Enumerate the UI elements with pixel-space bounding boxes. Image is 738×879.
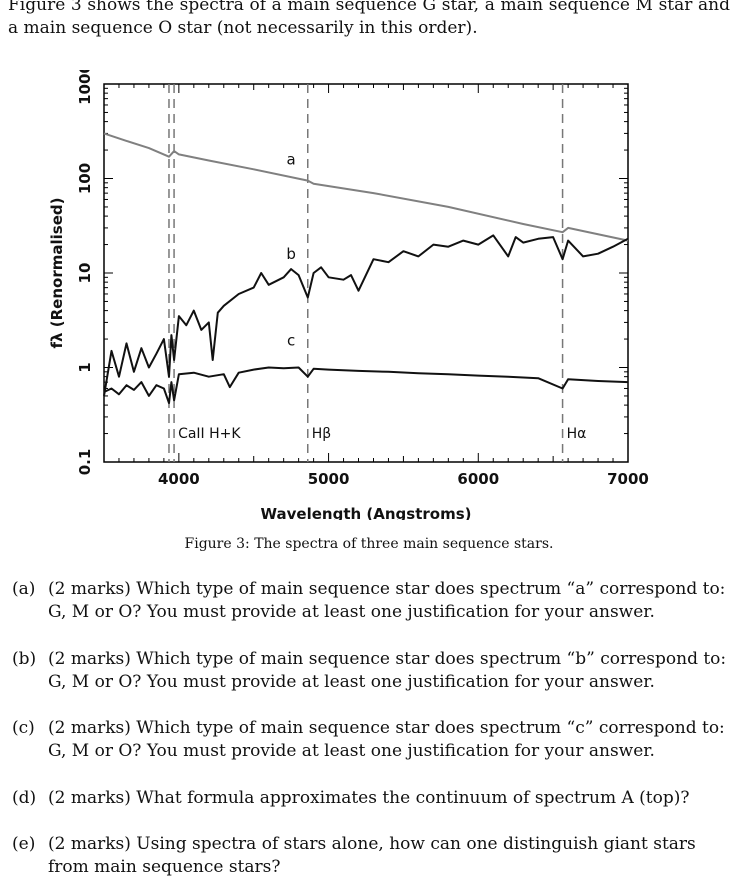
spectra-figure: 4000 5000 6000 7000 0.1 1 10 100 1000 Wavelength …	[48, 70, 649, 520]
question-b: (b) (2 marks) Which type of main sequenc…	[12, 648, 728, 694]
y-tick-label: 100	[76, 163, 94, 194]
question-c: (c) (2 marks) Which type of main sequenc…	[12, 717, 728, 763]
series-line-c	[103, 366, 629, 405]
question-b-label: (b)	[12, 649, 37, 669]
reference-line-label: Hα	[567, 426, 587, 442]
x-tick-label: 6000	[457, 470, 499, 488]
question-a: (a) (2 marks) Which type of main sequenc…	[12, 578, 728, 624]
series-label-c: c	[287, 332, 295, 350]
series-label-b: b	[286, 245, 296, 263]
y-axis-title: fλ (Renormalised)	[48, 198, 66, 349]
question-c-text: (2 marks) Which type of main sequence st…	[48, 718, 725, 761]
question-a-label: (a)	[12, 579, 36, 599]
series-label-a: a	[287, 151, 296, 169]
question-e-label: (e)	[12, 834, 36, 854]
question-e-text: (2 marks) Using spectra of stars alone, …	[48, 834, 696, 877]
question-d-text: (2 marks) What formula approximates the …	[48, 788, 690, 808]
question-d-label: (d)	[12, 788, 37, 808]
series-line-b	[103, 234, 629, 397]
y-tick-label: 10	[76, 263, 94, 284]
y-tick-label: 1	[76, 362, 94, 372]
question-e: (e) (2 marks) Using spectra of stars alo…	[12, 833, 728, 879]
x-tick-label: 4000	[158, 470, 200, 488]
x-axis-title: Wavelength (Angstroms)	[261, 505, 472, 520]
y-tick-label: 1000	[76, 70, 94, 105]
question-d: (d) (2 marks) What formula approximates …	[12, 787, 728, 810]
series-line-a	[103, 132, 629, 242]
x-tick-label: 5000	[308, 470, 350, 488]
reference-line-label: CaII H+K	[178, 426, 241, 442]
question-b-text: (2 marks) Which type of main sequence st…	[48, 649, 727, 692]
x-tick-label: 7000	[607, 470, 649, 488]
y-tick-label: 0.1	[76, 449, 94, 476]
question-a-text: (2 marks) Which type of main sequence st…	[48, 579, 726, 622]
reference-line-label: Hβ	[312, 426, 331, 442]
intro-paragraph: Figure 3 shows the spectra of a main seq…	[8, 0, 730, 38]
question-c-label: (c)	[12, 718, 35, 738]
figure-caption: Figure 3: The spectra of three main sequ…	[184, 536, 554, 552]
